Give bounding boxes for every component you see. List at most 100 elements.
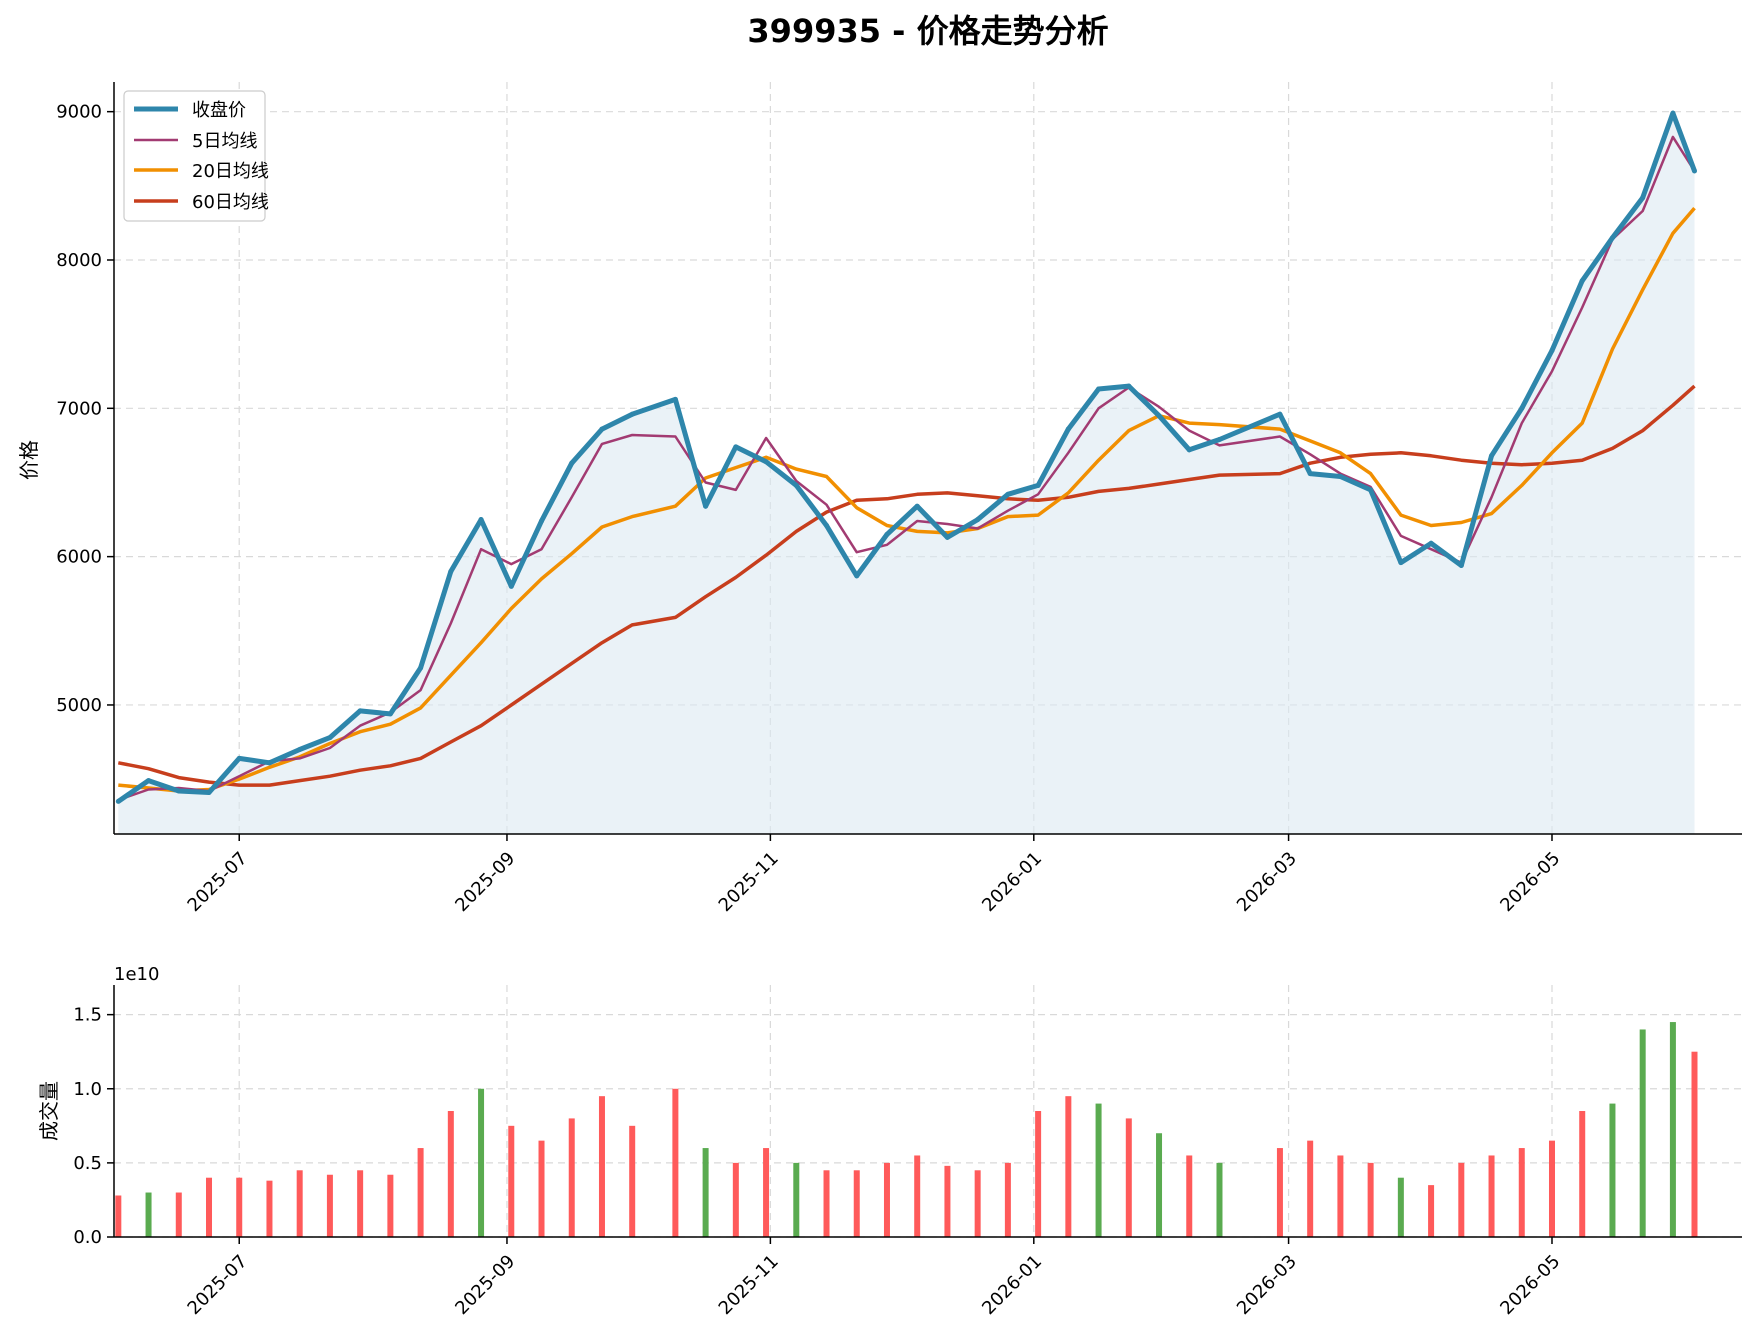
close-price-point bbox=[1156, 413, 1162, 419]
volume-bar bbox=[1156, 1133, 1163, 1237]
ma20-line bbox=[118, 206, 1696, 793]
volume-bar bbox=[1004, 1162, 1011, 1237]
close-price-point bbox=[448, 568, 454, 574]
volume-bar bbox=[1095, 1103, 1102, 1237]
volume-bar bbox=[175, 1192, 182, 1237]
volume-panel: 0.0 0.5 1.0 1.5 2025-07 2025-09 2025-11 2026-0… bbox=[37, 964, 1742, 1319]
volume-bar bbox=[914, 1155, 921, 1237]
legend-close-label: 收盘价 bbox=[192, 100, 246, 121]
close-price-point bbox=[1277, 411, 1283, 417]
volume-bar bbox=[508, 1125, 515, 1237]
volume-bar bbox=[1307, 1140, 1314, 1237]
close-price-point bbox=[1126, 383, 1132, 389]
volume-x-tick-label: 2025-07 bbox=[184, 1251, 252, 1319]
close-price-point bbox=[387, 711, 393, 717]
close-price-point bbox=[854, 573, 860, 579]
volume-bar bbox=[478, 1088, 485, 1237]
close-price-point bbox=[1609, 235, 1615, 241]
volume-bar bbox=[702, 1148, 709, 1237]
close-price-point bbox=[569, 460, 575, 466]
volume-bar bbox=[296, 1170, 303, 1237]
volume-bar bbox=[823, 1170, 830, 1237]
volume-bar bbox=[1488, 1155, 1495, 1237]
volume-bar bbox=[1548, 1140, 1555, 1237]
volume-bar bbox=[266, 1180, 273, 1237]
close-price-point bbox=[599, 426, 605, 432]
volume-x-tick-label: 2026-05 bbox=[1496, 1251, 1564, 1319]
volume-x-tick-label: 2026-03 bbox=[1233, 1251, 1301, 1319]
close-price-point bbox=[1005, 491, 1011, 497]
close-price-point bbox=[508, 583, 514, 589]
close-price-point bbox=[824, 522, 830, 528]
close-price-point bbox=[733, 444, 739, 450]
volume-bar bbox=[236, 1177, 243, 1237]
close-price-point bbox=[975, 517, 981, 523]
volume-bar bbox=[387, 1174, 394, 1237]
price-x-tick-label: 2026-01 bbox=[978, 848, 1046, 916]
volume-offset-text: 1e10 bbox=[114, 964, 159, 985]
price-y-tick-label: 9000 bbox=[56, 102, 102, 123]
legend-box bbox=[123, 90, 266, 222]
volume-bar bbox=[974, 1170, 981, 1237]
volume-bar bbox=[1579, 1111, 1586, 1237]
close-price-point bbox=[1398, 560, 1404, 566]
volume-bar bbox=[598, 1096, 605, 1237]
price-x-tick-label: 2026-05 bbox=[1496, 848, 1564, 916]
close-price-point bbox=[1549, 347, 1555, 353]
volume-bar bbox=[1428, 1185, 1435, 1237]
close-price-point bbox=[1368, 487, 1374, 493]
close-price-point bbox=[1337, 474, 1343, 480]
volume-bar bbox=[206, 1177, 213, 1237]
volume-bar bbox=[1125, 1118, 1132, 1237]
price-y-tick-label: 6000 bbox=[56, 547, 102, 568]
volume-bar bbox=[1035, 1111, 1042, 1237]
volume-bar bbox=[417, 1148, 424, 1237]
volume-y-label: 成交量 bbox=[37, 1081, 61, 1141]
close-price-point bbox=[236, 755, 242, 761]
volume-bar bbox=[115, 1195, 122, 1237]
volume-x-tick-label: 2026-01 bbox=[978, 1251, 1046, 1319]
price-legend: 收盘价 5日均线 20日均线 60日均线 bbox=[123, 90, 269, 222]
volume-bar bbox=[1458, 1162, 1465, 1237]
volume-y-ticks: 0.0 0.5 1.0 1.5 bbox=[73, 1005, 114, 1248]
volume-bar bbox=[568, 1118, 575, 1237]
close-price-point bbox=[146, 778, 152, 784]
close-price-points bbox=[115, 110, 1697, 804]
price-y-tick-label: 7000 bbox=[56, 398, 102, 419]
volume-bar bbox=[1276, 1148, 1283, 1237]
close-price-point bbox=[763, 459, 769, 465]
volume-bar bbox=[357, 1170, 364, 1237]
close-price-point bbox=[1489, 453, 1495, 459]
legend-ma5-label: 5日均线 bbox=[192, 131, 257, 152]
close-price-point bbox=[297, 746, 303, 752]
chart-title: 399935 - 价格走势分析 bbox=[747, 12, 1108, 50]
volume-bar bbox=[1367, 1162, 1374, 1237]
close-price-point bbox=[539, 518, 545, 524]
volume-x-ticks: 2025-07 2025-09 2025-11 2026-01 2026-03 2026-… bbox=[184, 1237, 1564, 1319]
ma60-line bbox=[117, 384, 1696, 787]
price-x-tick-label: 2025-09 bbox=[451, 848, 519, 916]
volume-bar bbox=[1065, 1096, 1072, 1237]
volume-bar bbox=[1397, 1177, 1404, 1237]
close-price-point bbox=[1035, 482, 1041, 488]
volume-bar bbox=[1337, 1155, 1344, 1237]
legend-ma20-label: 20日均线 bbox=[192, 161, 269, 182]
volume-bar bbox=[1609, 1103, 1616, 1237]
legend-ma60-label: 60日均线 bbox=[192, 192, 269, 213]
close-price-point bbox=[206, 789, 212, 795]
volume-bar bbox=[326, 1174, 333, 1237]
price-y-label: 价格 bbox=[17, 440, 41, 480]
price-y-tick-label: 8000 bbox=[56, 250, 102, 271]
close-price-point bbox=[914, 503, 920, 509]
close-price-point bbox=[266, 760, 272, 766]
volume-bar bbox=[763, 1148, 770, 1237]
close-price-point bbox=[1065, 426, 1071, 432]
volume-bar bbox=[672, 1088, 679, 1237]
volume-bar bbox=[1691, 1051, 1698, 1237]
close-price-point bbox=[327, 735, 333, 741]
volume-bar bbox=[853, 1170, 860, 1237]
close-price-point bbox=[672, 396, 678, 402]
close-price-point bbox=[1428, 540, 1434, 546]
